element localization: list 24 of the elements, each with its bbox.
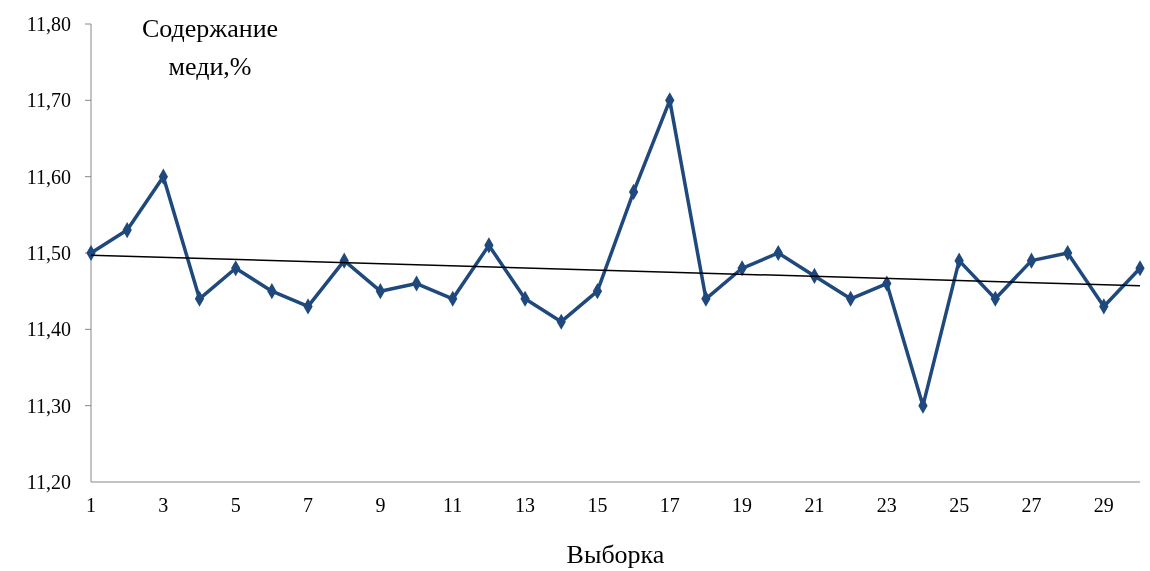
y-tick-label: 11,20: [26, 471, 71, 493]
x-tick-label: 11: [443, 494, 463, 516]
x-tick-label: 7: [303, 494, 314, 516]
x-tick-label: 1: [86, 494, 96, 516]
y-tick-label: 11,40: [26, 318, 71, 341]
x-tick-label: 9: [375, 494, 386, 516]
y-tick-label: 11,80: [26, 13, 71, 35]
x-tick-label: 25: [949, 494, 970, 516]
x-tick-label: 21: [804, 494, 825, 516]
x-tick-label: 27: [1021, 494, 1042, 516]
y-tick-label: 11,30: [26, 394, 71, 417]
y-axis-title: Содержание меди,%: [141, 14, 279, 81]
x-tick-label: 15: [587, 494, 608, 516]
x-tick-label: 23: [876, 494, 897, 516]
y-tick-label: 11,60: [26, 165, 71, 188]
x-tick-label: 29: [1093, 494, 1114, 516]
x-tick-label: 17: [659, 494, 680, 516]
x-axis-title: Выборка: [566, 540, 665, 569]
x-tick-label: 13: [515, 494, 536, 516]
y-tick-label: 11,70: [26, 89, 71, 112]
x-tick-label: 19: [732, 494, 753, 516]
x-tick-label: 3: [158, 494, 169, 516]
x-tick-label: 5: [230, 494, 241, 516]
y-tick-label: 11,50: [26, 242, 71, 264]
